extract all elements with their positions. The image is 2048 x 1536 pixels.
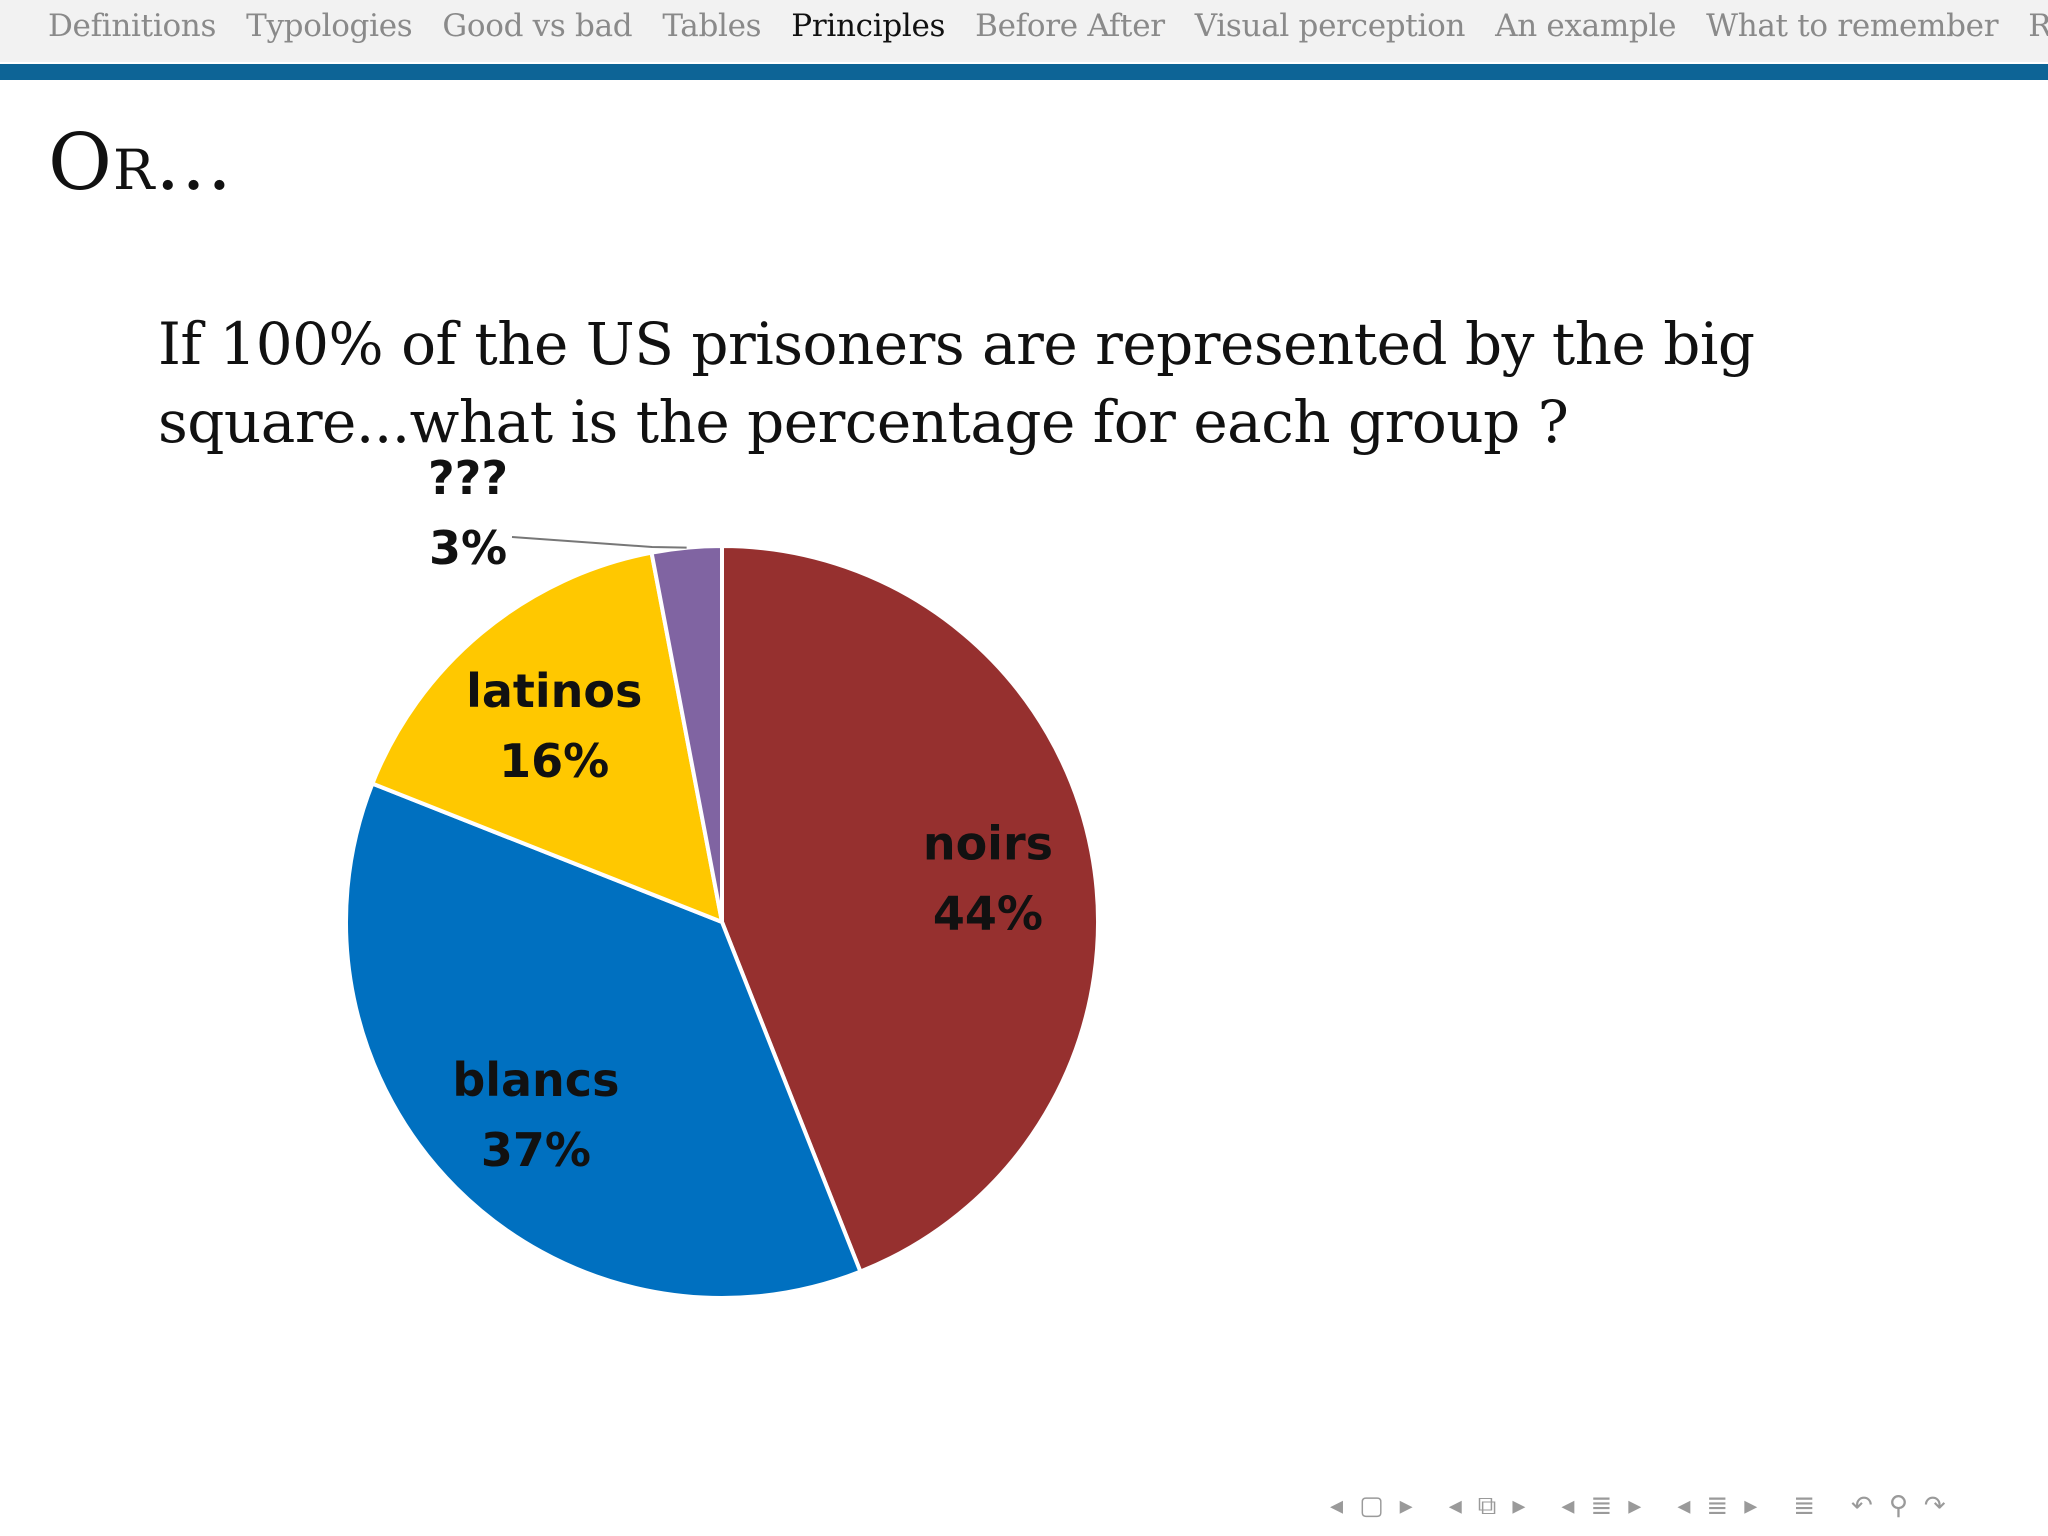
nav-underline-bar [0, 64, 2048, 80]
outline-icon[interactable]: ≣ [1793, 1491, 1816, 1521]
nav-item-definitions[interactable]: Definitions [48, 8, 217, 44]
slice-name-label: noirs [923, 816, 1053, 870]
beamer-navigation-controls: ◂ ▢ ▸ ◂ ⧉ ▸ ◂ ≣ ▸ ◂ ≣ ▸ ≣ ↶ ⚲ ↷ [1330, 1488, 1962, 1524]
question-line-2: square...what is the percentage for each… [158, 388, 1569, 456]
nav-item-an-example[interactable]: An example [1495, 8, 1677, 44]
next-arrow-icon[interactable]: ▸ [1744, 1491, 1758, 1521]
pie-slice-3 [369, 550, 725, 926]
back-icon[interactable]: ↶ [1851, 1491, 1873, 1521]
slice-name-label: latinos [466, 664, 642, 718]
subsection-icon[interactable]: ⧉ [1477, 1490, 1497, 1521]
pie-slice-4 [649, 543, 724, 923]
pie-slice-2 [344, 780, 864, 1301]
search-icon[interactable]: ⚲ [1888, 1491, 1908, 1521]
navigation-bar: Definitions Typologies Good vs bad Tables Pr… [0, 0, 2048, 62]
next-arrow-icon[interactable]: ▸ [1512, 1491, 1526, 1521]
nav-item-before-after[interactable]: Before After [975, 8, 1165, 44]
question-line-1: If 100% of the US prisoners are represen… [158, 310, 1755, 378]
pie-slice-1 [720, 543, 1101, 1275]
slice-name-label: blancs [452, 1053, 619, 1107]
slice-value-label: 37% [481, 1123, 591, 1177]
prev-arrow-icon[interactable]: ◂ [1330, 1491, 1344, 1521]
prev-arrow-icon[interactable]: ◂ [1561, 1491, 1575, 1521]
nav-item-good-vs-bad[interactable]: Good vs bad [442, 8, 633, 44]
prev-arrow-icon[interactable]: ◂ [1448, 1491, 1462, 1521]
nav-item-tables[interactable]: Tables [662, 8, 762, 44]
list-icon[interactable]: ≣ [1706, 1491, 1729, 1521]
nav-item-what-to-remember[interactable]: What to remember [1706, 8, 1999, 44]
nav-item-visual-perception[interactable]: Visual perception [1194, 8, 1466, 44]
nav-item-r-f[interactable]: Réfé [2028, 8, 2048, 44]
leader-line [511, 536, 687, 549]
nav-item-principles[interactable]: Principles [791, 8, 946, 44]
slice-value-label: 16% [499, 734, 609, 788]
slide-title: Or... [48, 118, 233, 208]
nav-item-typologies[interactable]: Typologies [246, 8, 413, 44]
next-arrow-icon[interactable]: ▸ [1628, 1491, 1642, 1521]
section-icon[interactable]: ≣ [1590, 1491, 1613, 1521]
prev-arrow-icon[interactable]: ◂ [1677, 1491, 1691, 1521]
slice-value-label: 3% [429, 521, 507, 575]
next-arrow-icon[interactable]: ▸ [1399, 1491, 1413, 1521]
nav-items: Definitions Typologies Good vs bad Tables Pr… [48, 8, 2048, 44]
question-text: If 100% of the US prisoners are represen… [158, 305, 1755, 461]
slice-value-label: 44% [933, 886, 1043, 940]
forward-icon[interactable]: ↷ [1923, 1491, 1946, 1521]
frame-icon[interactable]: ▢ [1359, 1491, 1384, 1521]
